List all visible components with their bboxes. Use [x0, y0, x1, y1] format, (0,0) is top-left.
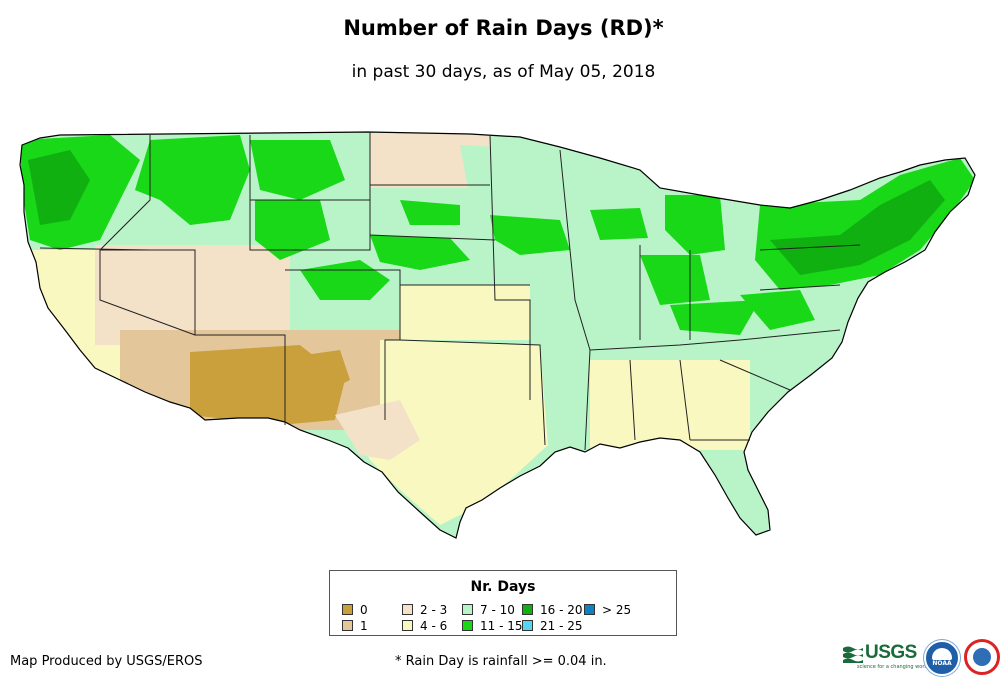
map-title: Number of Rain Days (RD)* [343, 16, 664, 40]
great-basin-region [95, 245, 290, 345]
MS-AL-border [629, 359, 636, 441]
legend-swatch [342, 620, 353, 631]
legend-label: 2 - 3 [420, 603, 448, 617]
usgs-wave-icon [843, 646, 863, 663]
montana-west-region [250, 140, 345, 200]
legend-swatch [342, 604, 353, 615]
nws-emblem-icon [973, 648, 991, 666]
noaa-wordmark: NOAA [932, 660, 952, 667]
kansas-region [400, 285, 530, 340]
wisconsin-region [590, 208, 648, 240]
SD-NE-border [369, 234, 496, 241]
legend-label: 4 - 6 [420, 619, 448, 633]
legend-swatch [462, 604, 473, 615]
arizona-region [190, 345, 345, 425]
northern-rockies-region [135, 135, 250, 225]
OK-TX-border [399, 339, 546, 446]
west-texas-region [335, 400, 420, 460]
UT-AZ-border [100, 249, 286, 425]
TN-KY-border [589, 329, 841, 351]
michigan-region [665, 195, 725, 255]
noaa-logo: NOAA [924, 640, 960, 676]
legend-swatch [462, 620, 473, 631]
legend-label: 16 - 20 [540, 603, 583, 617]
northeast-dark-region [770, 180, 945, 275]
legend-label: 21 - 25 [540, 619, 583, 633]
mississippi-border [559, 149, 591, 451]
pacific-northwest-dark-region [28, 150, 90, 225]
west-virginia-region [740, 290, 815, 330]
legend-title: Nr. Days [470, 579, 536, 595]
state-boundaries [19, 131, 976, 539]
usgs-logo: USGS science for a changing world [843, 642, 929, 670]
usgs-wordmark: USGS [865, 642, 917, 663]
iowa-minnesota-region [490, 215, 570, 255]
legend-swatch [584, 604, 595, 615]
plains-east-border [489, 134, 531, 400]
legend-label: 7 - 10 [480, 603, 515, 617]
legend-swatch [402, 604, 413, 615]
new-mexico-dark-region [305, 350, 350, 395]
legend-label: 11 - 15 [480, 619, 523, 633]
AL-GA-border [679, 359, 691, 441]
legend-swatch [402, 620, 413, 631]
texas-region [360, 340, 548, 525]
legend-swatch [522, 604, 533, 615]
rain-day-footnote: * Rain Day is rainfall >= 0.04 in. [395, 654, 607, 669]
southeast-region [590, 360, 750, 450]
legend-label: > 25 [602, 603, 632, 617]
NY-PA-border [759, 244, 861, 251]
legend-label: 0 [360, 603, 368, 617]
kentucky-region [670, 300, 760, 335]
south-dakota-region [400, 200, 460, 225]
legend-box: Nr. Days 0 1 2 - 3 4 - 6 7 - 10 11 - 15 16 - 2… [329, 570, 677, 636]
usgs-tagline: science for a changing world [857, 664, 929, 670]
north-dakota-region [460, 145, 560, 200]
indiana-region [640, 255, 710, 305]
legend-label: 1 [360, 619, 368, 633]
wyoming-region [255, 200, 330, 260]
precipitation-layer [20, 132, 975, 538]
map-subtitle: in past 30 days, as of May 05, 2018 [351, 62, 656, 82]
WY-borders [249, 132, 371, 251]
nws-logo [964, 639, 1000, 675]
legend-swatch [522, 620, 533, 631]
PA-MD-border [759, 284, 841, 291]
producer-credit: Map Produced by USGS/EROS [10, 654, 203, 669]
GA-SC-border [719, 359, 791, 391]
nebraska-region [370, 235, 470, 270]
